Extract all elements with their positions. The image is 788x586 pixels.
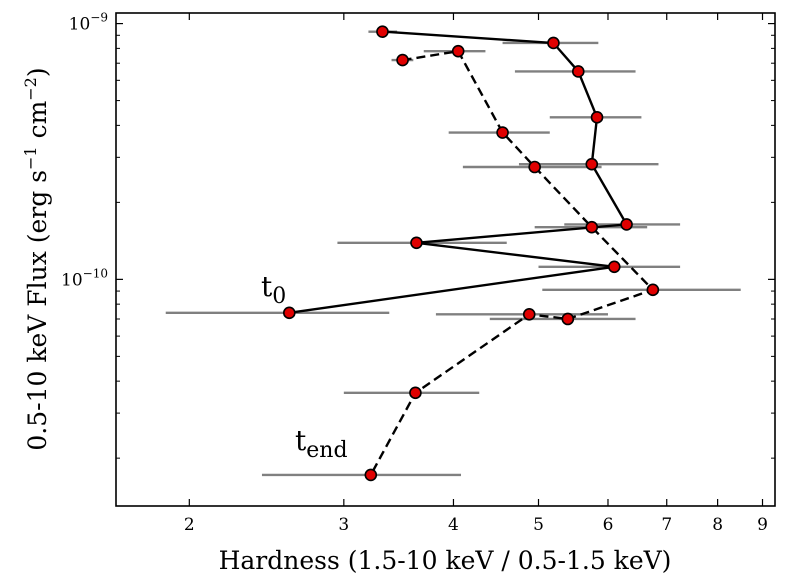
y-axis-label: 0.5-10 keV Flux (erg s−1 cm−2)	[21, 67, 52, 450]
data-point-dashed	[451, 44, 465, 58]
x-axis-ticks: 2 3 4 5 6 7 8 9	[184, 13, 768, 535]
data-point-dashed	[496, 126, 509, 139]
data-point-solid	[282, 306, 296, 320]
data-point-solid	[607, 260, 621, 274]
data-point-solid	[585, 157, 599, 171]
data-point-solid	[410, 236, 423, 250]
y-tick-label: 10−9	[69, 11, 108, 35]
annotation-t0: t0	[261, 270, 286, 309]
x-tick-label: 8	[712, 515, 723, 535]
annotation-tend: tend	[295, 424, 348, 463]
error-bars	[165, 26, 741, 480]
data-points	[282, 25, 660, 482]
x-tick-label: 6	[603, 515, 614, 535]
x-tick-label: 5	[533, 515, 544, 535]
data-point-dashed	[364, 468, 378, 482]
data-point-solid	[571, 65, 585, 78]
minor-ticks	[116, 34, 775, 459]
x-tick-label: 9	[757, 515, 768, 535]
x-tick-label: 7	[661, 515, 672, 535]
data-point-dashed	[396, 53, 409, 67]
x-tick-label: 4	[448, 515, 459, 535]
data-point-solid	[547, 36, 560, 50]
data-point-dashed	[528, 160, 541, 174]
plot-area: 2 3 4 5 6 7 8 9 10−9 10−10	[61, 11, 776, 535]
data-point-solid	[590, 111, 604, 124]
data-point-solid	[620, 218, 633, 231]
series-line-dashed	[369, 49, 656, 476]
data-point-solid	[376, 25, 389, 38]
x-axis-label: Hardness (1.5-10 keV / 0.5-1.5 keV)	[219, 546, 672, 575]
series-lines	[289, 30, 656, 476]
data-point-dashed	[561, 312, 575, 326]
x-tick-label: 2	[184, 515, 195, 535]
data-point-dashed	[585, 220, 599, 234]
plot-frame	[115, 12, 776, 507]
data-point-dashed	[522, 308, 536, 321]
data-point-dashed	[409, 386, 422, 400]
data-point-dashed	[646, 283, 660, 297]
x-tick-label: 3	[338, 515, 349, 535]
y-tick-label: 10−10	[61, 266, 108, 290]
y-axis-ticks: 10−9 10−10	[61, 11, 775, 290]
